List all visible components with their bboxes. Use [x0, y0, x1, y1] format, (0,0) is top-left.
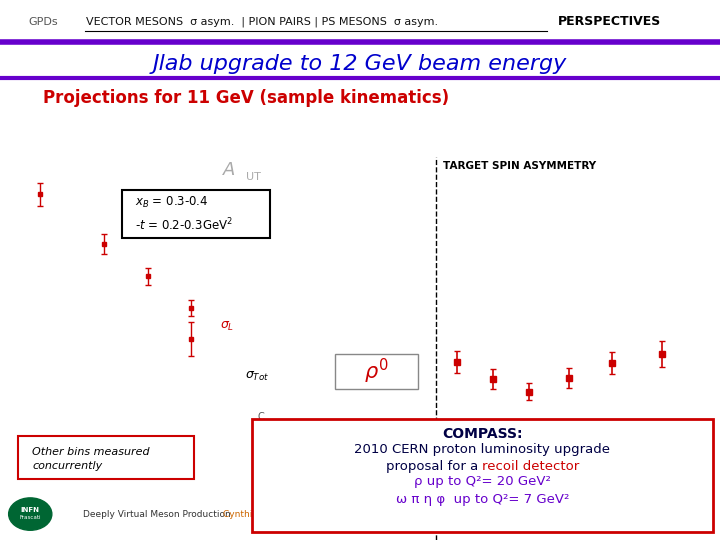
Text: Frascati: Frascati [19, 515, 41, 520]
Text: UT: UT [246, 172, 261, 182]
Text: Other bins measured: Other bins measured [32, 447, 150, 457]
Text: $x_B$ = 0.3-0.4: $x_B$ = 0.3-0.4 [135, 195, 208, 210]
Text: $A$: $A$ [222, 160, 235, 179]
Text: TARGET SPIN ASYMMETRY: TARGET SPIN ASYMMETRY [443, 161, 596, 171]
Text: Jlab upgrade to 12 GeV beam energy: Jlab upgrade to 12 GeV beam energy [153, 53, 567, 74]
Text: -$t$ = 0.2-0.3GeV$^2$: -$t$ = 0.2-0.3GeV$^2$ [135, 217, 233, 233]
Text: concurrently: concurrently [32, 461, 103, 471]
Text: INFN: INFN [21, 507, 40, 513]
Text: Projections for 11 GeV (sample kinematics): Projections for 11 GeV (sample kinematic… [43, 89, 449, 107]
Text: $\sigma_{Tot}$: $\sigma_{Tot}$ [245, 370, 269, 383]
Text: $\rho^0$: $\rho^0$ [364, 356, 389, 386]
FancyBboxPatch shape [18, 436, 194, 479]
Circle shape [9, 498, 52, 530]
Text: PERSPECTIVES: PERSPECTIVES [558, 15, 661, 28]
Text: 2010 CERN proton luminosity upgrade: 2010 CERN proton luminosity upgrade [354, 443, 611, 456]
Text: proposal for a: proposal for a [386, 460, 482, 472]
Text: recoil detector: recoil detector [482, 460, 580, 472]
Text: C: C [258, 412, 264, 422]
FancyBboxPatch shape [252, 418, 713, 532]
Text: VECTOR MESONS  σ asym.  | PION PAIRS | PS MESONS  σ asym.: VECTOR MESONS σ asym. | PION PAIRS | PS … [86, 16, 438, 27]
FancyBboxPatch shape [335, 354, 418, 389]
FancyBboxPatch shape [122, 190, 270, 238]
Text: Cynthia Hadjidakis: Cynthia Hadjidakis [223, 510, 308, 518]
Text: GPDs: GPDs [29, 17, 58, 26]
Text: Deeply Virtual Meson Production: Deeply Virtual Meson Production [83, 510, 230, 518]
Text: ω π η φ  up to Q²= 7 GeV²: ω π η φ up to Q²= 7 GeV² [396, 493, 569, 506]
Text: proposal for a recoil detector: proposal for a recoil detector [385, 460, 580, 472]
Text: $\sigma_L$: $\sigma_L$ [220, 320, 234, 333]
Text: COMPASS:: COMPASS: [442, 427, 523, 441]
Text: ρ up to Q²= 20 GeV²: ρ up to Q²= 20 GeV² [414, 475, 551, 488]
